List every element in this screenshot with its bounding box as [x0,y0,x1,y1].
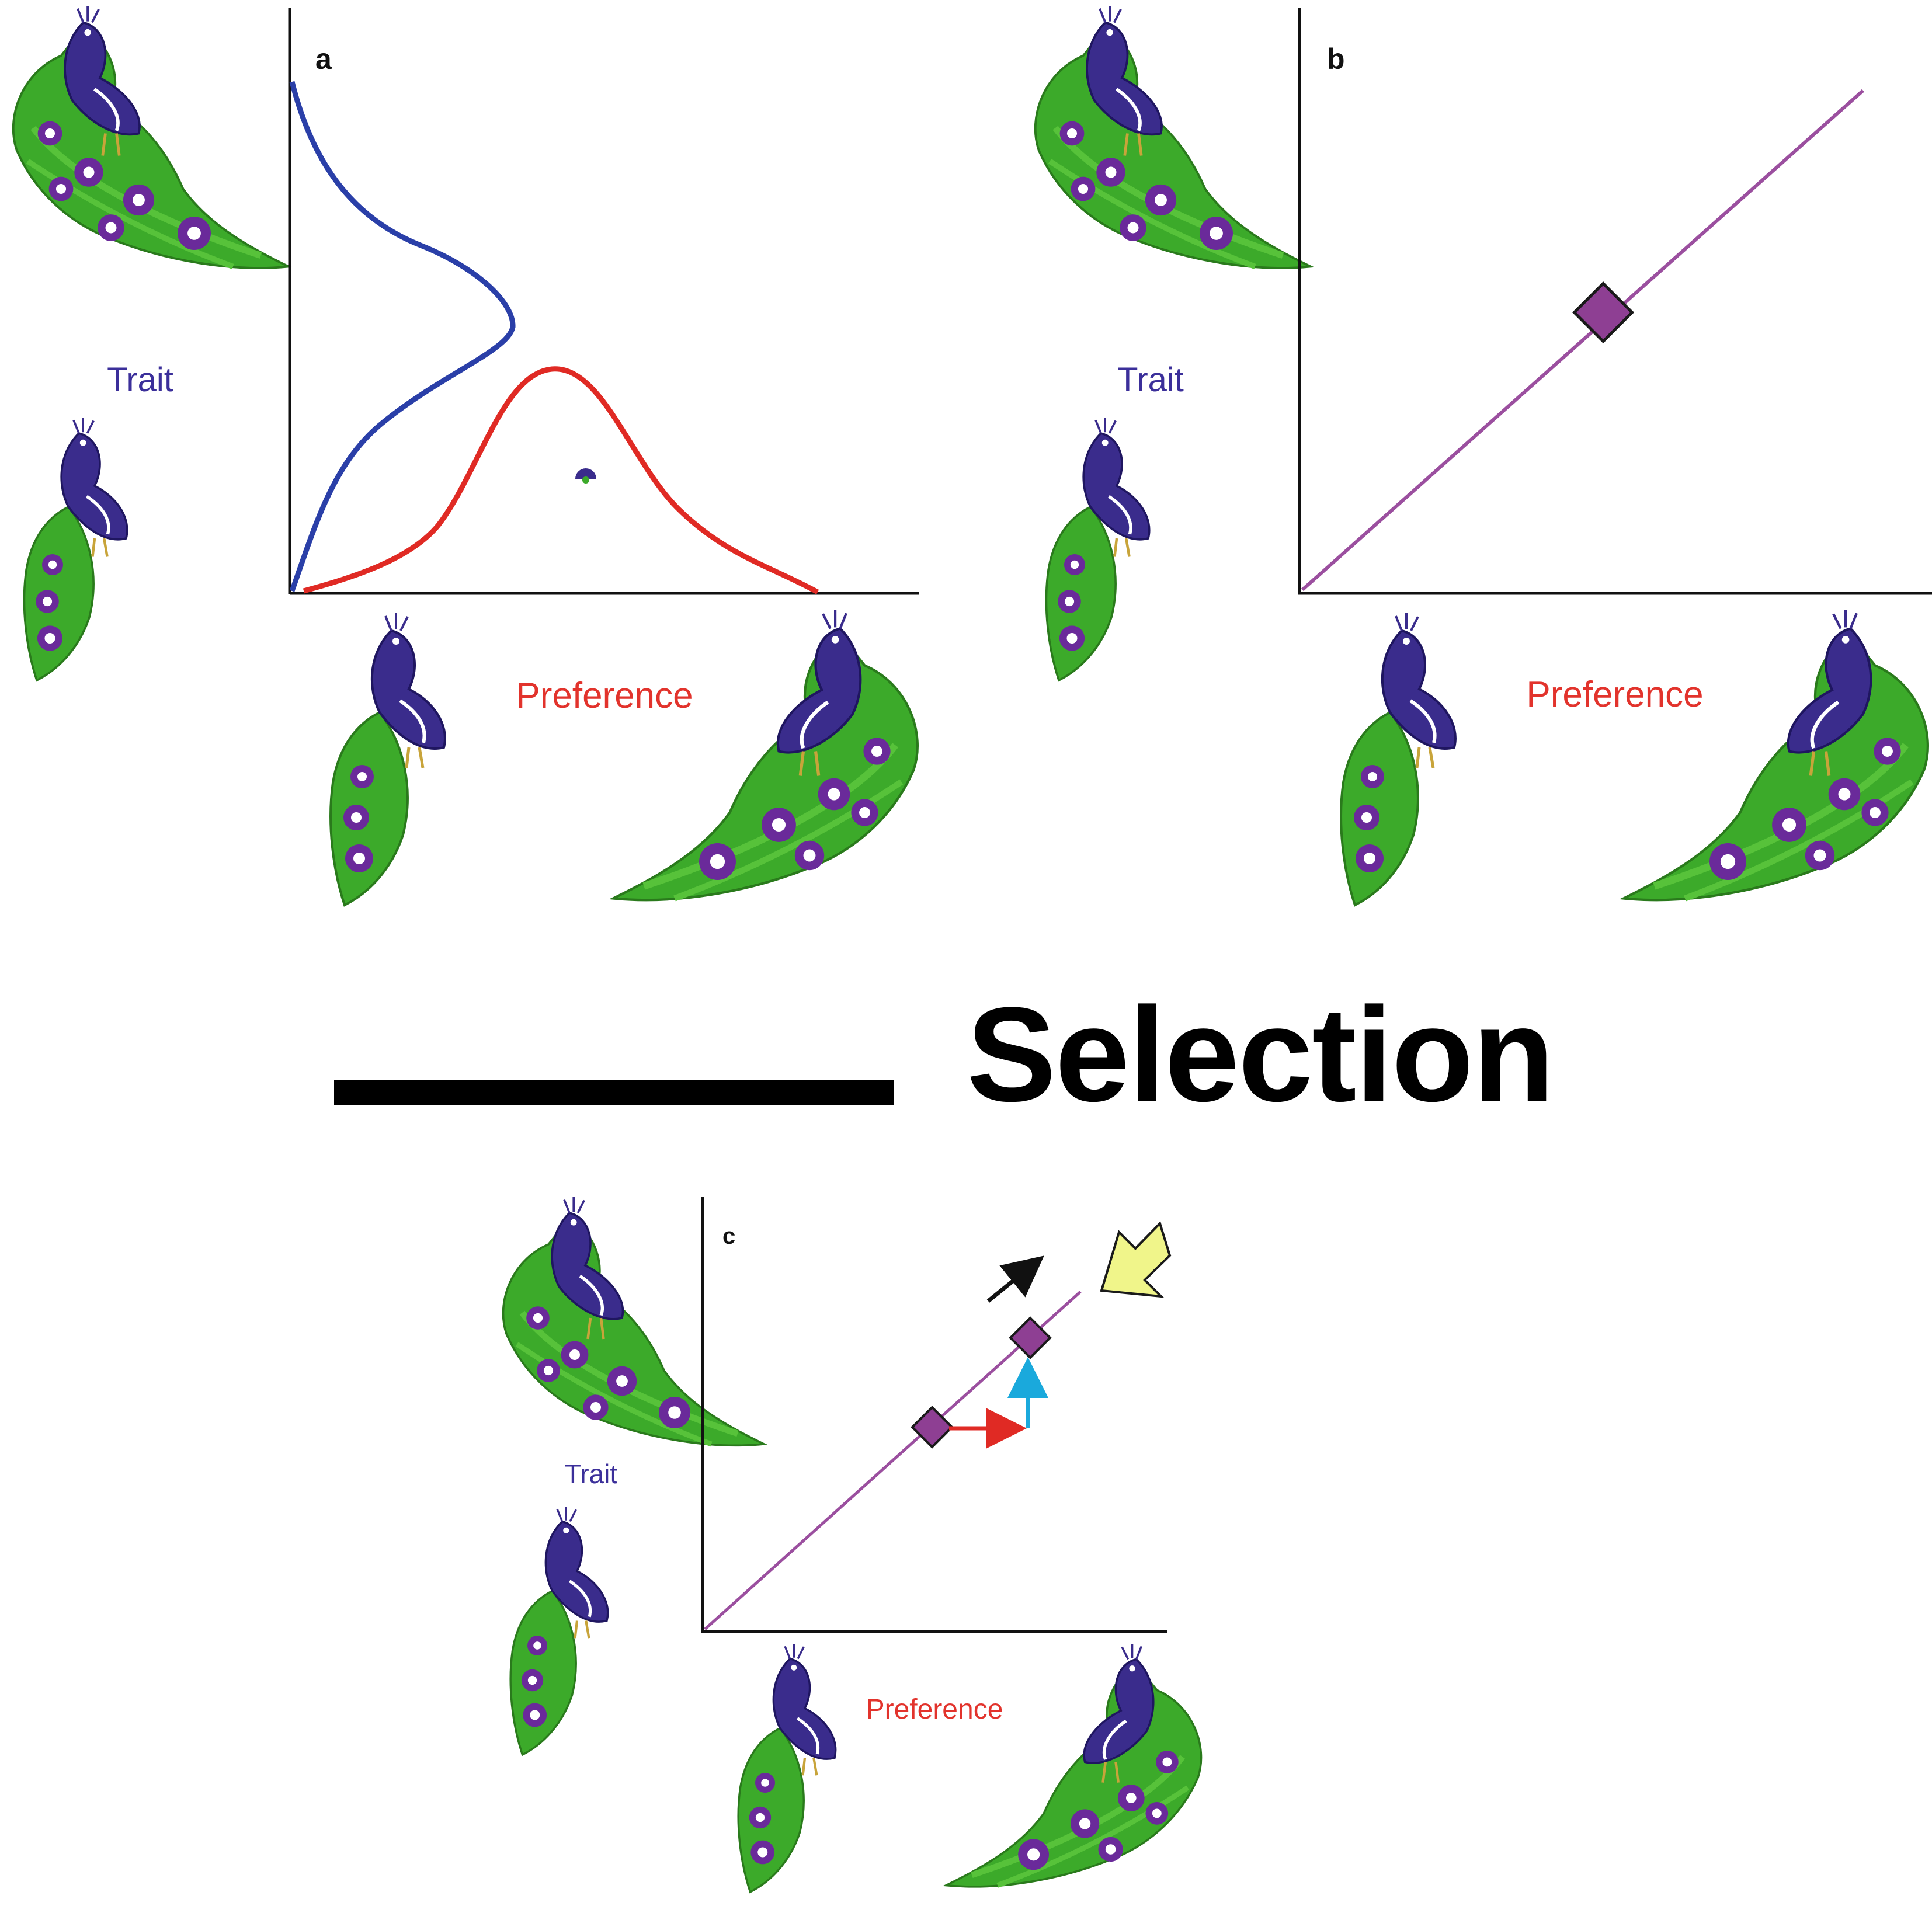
peacock-short-tail-icon [24,418,127,680]
correlation-line [704,1291,1082,1630]
title-underline-bar [334,1080,894,1105]
panel-b: Trait b Preference [1036,6,1932,905]
panel-b-x-axis-label: Preference [1526,674,1703,715]
preference-distribution-curve [303,366,819,594]
population-mean-diamond [1572,281,1635,344]
title-block: Selection [334,979,1555,1129]
panel-a-x-axis-label: Preference [516,676,693,716]
peacock-short-tail-icon [738,1644,835,1892]
panel-c-y-axis-label: Trait [565,1459,618,1489]
peacock-short-tail-icon [1046,418,1149,680]
peacock-long-tail-icon [946,1644,1201,1887]
panel-a-letter: a [315,43,332,75]
panel-a: Trait a Preference [13,6,919,905]
peacock-long-tail-icon [1036,6,1311,268]
peacock-short-tail-icon [1341,613,1455,905]
correlation-line [1301,89,1864,592]
peacock-short-tail-icon [331,613,445,905]
small-peacock-glyph-icon [575,468,596,484]
panel-a-y-axis-label: Trait [107,361,173,399]
evolution-direction-arrow [986,1255,1044,1303]
panel-b-y-axis-label: Trait [1117,361,1184,399]
panel-b-letter: b [1327,43,1345,75]
peacock-long-tail-icon [13,6,289,268]
shifted-mean-diamond [1009,1316,1052,1359]
peacock-short-tail-icon [510,1507,607,1755]
figure-title: Selection [967,979,1554,1129]
panel-c-letter: c [722,1223,735,1249]
peacock-long-tail-icon [1624,610,1928,900]
yellow-selection-arrow-icon [1100,1221,1172,1298]
panel-c: Trait c Preference [503,1197,1201,1892]
panel-c-x-axis-label: Preference [866,1694,1003,1725]
initial-mean-diamond [911,1406,954,1449]
trait-distribution-curve [289,81,516,592]
peacock-long-tail-icon [613,610,918,900]
